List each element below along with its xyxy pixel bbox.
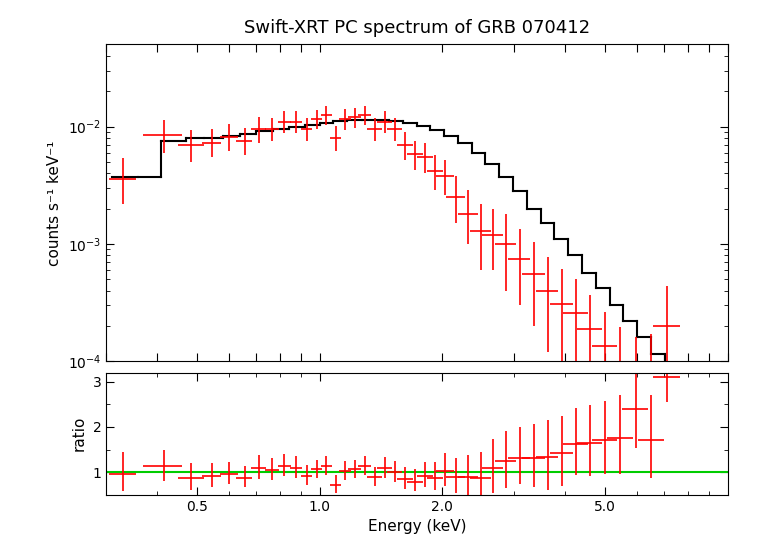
Y-axis label: counts s⁻¹ keV⁻¹: counts s⁻¹ keV⁻¹ <box>47 140 62 266</box>
Title: Swift-XRT PC spectrum of GRB 070412: Swift-XRT PC spectrum of GRB 070412 <box>244 19 590 37</box>
Y-axis label: ratio: ratio <box>72 416 87 451</box>
X-axis label: Energy (keV): Energy (keV) <box>368 519 466 534</box>
